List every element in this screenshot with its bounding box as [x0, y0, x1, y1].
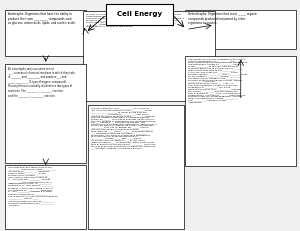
Text: Heterotrophs: Organisms that must ______ organic
compounds produced/consumed by : Heterotrophs: Organisms that must ______… — [188, 12, 257, 25]
FancyBboxPatch shape — [106, 4, 173, 25]
FancyBboxPatch shape — [83, 11, 215, 101]
Text: The Light Reaction takes place in the
__________ membrane of the __________.
It : The Light Reaction takes place in the __… — [8, 167, 58, 206]
Text: All autotrophs carry out some sort of
___ - a series of chemical reactions in wh: All autotrophs carry out some sort of __… — [8, 67, 75, 97]
Text: Autotrophs: Organisms that have the ability to
produce their own __________ comp: Autotrophs: Organisms that have the abil… — [8, 12, 76, 25]
FancyBboxPatch shape — [88, 105, 184, 229]
Text: Cell Energy: Cell Energy — [117, 12, 162, 17]
Text: The purpose of Cellular respiration is to convert
organic compounds (i.e. ______: The purpose of Cellular respiration is t… — [188, 58, 248, 103]
FancyBboxPatch shape — [5, 165, 86, 229]
FancyBboxPatch shape — [5, 10, 86, 56]
FancyBboxPatch shape — [5, 64, 86, 163]
Text: The Dark Reaction (AKA __________ Cycle) occurs
just after the light reaction in: The Dark Reaction (AKA __________ Cycle)… — [91, 107, 156, 149]
FancyBboxPatch shape — [185, 56, 296, 166]
Text: In order to convert organic compounds (i.e. glucose) to _______, autotrophs and
: In order to convert organic compounds (i… — [86, 13, 185, 27]
FancyBboxPatch shape — [185, 10, 296, 49]
